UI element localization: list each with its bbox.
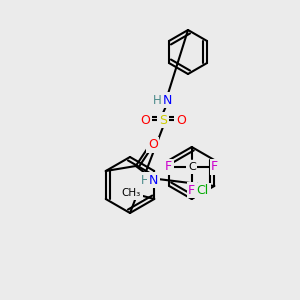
Text: Cl: Cl	[196, 184, 209, 197]
Text: O: O	[148, 139, 158, 152]
Text: H: H	[153, 94, 161, 106]
Text: H: H	[140, 173, 149, 187]
Text: F: F	[165, 160, 172, 173]
Text: O: O	[140, 113, 150, 127]
Text: CH₃: CH₃	[122, 188, 141, 198]
Text: F: F	[188, 184, 195, 196]
Text: F: F	[211, 160, 218, 173]
Text: N: N	[162, 94, 172, 106]
Text: S: S	[159, 113, 167, 127]
Text: N: N	[149, 173, 158, 187]
Text: C: C	[188, 162, 196, 172]
Text: O: O	[176, 113, 186, 127]
